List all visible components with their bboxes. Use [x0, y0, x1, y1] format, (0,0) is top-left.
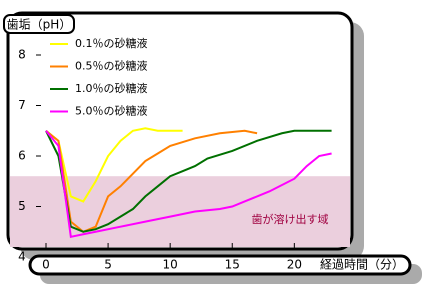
series-line	[45, 129, 332, 233]
legend-label: 0.1％の砂糖液	[75, 36, 148, 50]
x-tick-label: 5	[104, 258, 112, 272]
y-tick-label: 4	[18, 250, 26, 264]
y-tick-label: 7	[18, 98, 26, 112]
series-line	[45, 130, 332, 238]
y-axis-label: 歯垢（pH）	[7, 18, 72, 32]
series-line	[45, 127, 183, 203]
zone-label: 歯が溶け出す域	[252, 212, 329, 226]
y-tick-label: 6	[18, 149, 26, 163]
y-tick-label: 8	[18, 48, 26, 62]
x-tick-label: 15	[225, 258, 240, 272]
y-tick-label: 5	[18, 199, 26, 213]
axis-bar	[28, 254, 412, 276]
y-label-box	[3, 14, 75, 34]
danger-zone	[10, 176, 350, 247]
x-tick-label: 0	[42, 258, 50, 272]
legend-label: 5.0％の砂糖液	[75, 104, 148, 118]
x-axis-label: 経過時間（分）	[320, 258, 404, 272]
x-tick-label: 10	[163, 258, 178, 272]
x-tick-label: 20	[287, 258, 302, 272]
legend-label: 0.5％の砂糖液	[75, 59, 148, 73]
legend-label: 1.0％の砂糖液	[75, 81, 148, 95]
series-line	[45, 129, 258, 233]
